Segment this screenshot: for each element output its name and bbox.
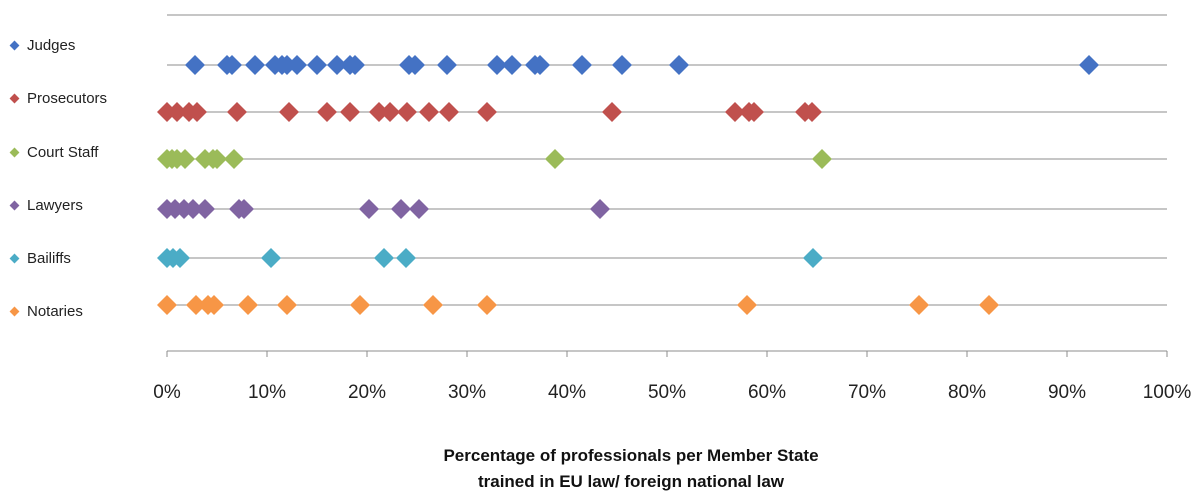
legend-item-prosecutors: Prosecutors [8,89,107,109]
data-point-prosecutors [187,102,207,122]
data-point-notaries [157,295,177,315]
legend-item-bailiffs: Bailiffs [8,249,71,269]
data-point-notaries [277,295,297,315]
legend-item-notaries: Notaries [8,302,83,322]
data-point-bailiffs [170,248,190,268]
data-point-judges [287,55,307,75]
data-point-court-staff [175,149,195,169]
x-axis: 0% 10% 20% 30% 40% 50% 60% 70% 80% 90% 100% [153,350,1192,403]
data-point-judges [487,55,507,75]
data-point-judges [222,55,242,75]
x-tick-label: 30% [448,382,486,403]
data-point-prosecutors [227,102,247,122]
diamond-marker-icon [9,200,20,211]
data-point-prosecutors [602,102,622,122]
data-point-bailiffs [803,248,823,268]
legend-label: Lawyers [27,197,83,214]
data-point-notaries [350,295,370,315]
data-points [157,55,1099,315]
legend-label: Court Staff [27,144,99,161]
data-point-prosecutors [802,102,822,122]
data-point-prosecutors [279,102,299,122]
data-point-notaries [423,295,443,315]
data-point-bailiffs [261,248,281,268]
data-point-prosecutors [380,102,400,122]
data-point-notaries [979,295,999,315]
x-tick-label: 50% [648,382,686,403]
data-point-judges [669,55,689,75]
x-tick-label: 80% [948,382,986,403]
data-point-prosecutors [167,102,187,122]
data-point-notaries [204,295,224,315]
diamond-marker-icon [9,40,20,51]
data-point-notaries [186,295,206,315]
data-point-judges [1079,55,1099,75]
data-point-bailiffs [374,248,394,268]
legend-item-lawyers: Lawyers [8,196,83,216]
x-tick-label: 100% [1143,382,1192,403]
data-point-prosecutors [397,102,417,122]
data-point-court-staff [812,149,832,169]
data-point-court-staff [545,149,565,169]
data-point-judges [185,55,205,75]
x-tick-label: 0% [153,382,181,403]
x-tick-label: 40% [548,382,586,403]
x-axis-title-line-1: Percentage of professionals per Member S… [443,446,819,465]
chart-legend: Judges Prosecutors Court Staff Lawyers B… [8,0,158,340]
data-point-judges [502,55,522,75]
x-tick-label: 60% [748,382,786,403]
data-point-judges [530,55,550,75]
legend-item-judges: Judges [8,36,75,56]
x-axis-title-line-2: trained in EU law/ foreign national law [477,472,785,491]
data-point-judges [307,55,327,75]
data-point-lawyers [359,199,379,219]
data-point-prosecutors [340,102,360,122]
data-point-notaries [477,295,497,315]
diamond-marker-icon [9,306,20,317]
chart-plot-area: 0% 10% 20% 30% 40% 50% 60% 70% 80% 90% 100% [153,14,1192,403]
data-point-court-staff [207,149,227,169]
data-point-prosecutors [744,102,764,122]
x-axis-title: Percentage of professionals per Member S… [0,443,1200,495]
diamond-marker-icon [9,93,20,104]
data-point-judges [245,55,265,75]
data-point-lawyers [195,199,215,219]
legend-label: Judges [27,37,76,54]
diamond-marker-icon [9,147,20,158]
x-tick-label: 20% [348,382,386,403]
data-point-prosecutors [317,102,337,122]
diamond-marker-icon [9,253,20,264]
data-point-lawyers [590,199,610,219]
data-point-prosecutors [477,102,497,122]
data-point-notaries [737,295,757,315]
data-point-prosecutors [419,102,439,122]
data-point-prosecutors [439,102,459,122]
data-point-lawyers [183,199,203,219]
data-point-notaries [909,295,929,315]
legend-item-court-staff: Court Staff [8,143,98,163]
data-point-judges [405,55,425,75]
data-point-court-staff [224,149,244,169]
data-point-lawyers [391,199,411,219]
data-point-notaries [238,295,258,315]
data-point-bailiffs [396,248,416,268]
data-point-prosecutors [725,102,745,122]
data-point-prosecutors [369,102,389,122]
data-point-lawyers [409,199,429,219]
legend-label: Prosecutors [27,90,108,107]
data-point-judges [345,55,365,75]
data-point-judges [612,55,632,75]
legend-label: Notaries [27,303,83,320]
data-point-lawyers [234,199,254,219]
legend-label: Bailiffs [27,250,71,267]
data-point-judges [437,55,457,75]
x-tick-label: 10% [248,382,286,403]
x-tick-label: 90% [1048,382,1086,403]
data-point-judges [327,55,347,75]
data-point-judges [572,55,592,75]
x-tick-label: 70% [848,382,886,403]
